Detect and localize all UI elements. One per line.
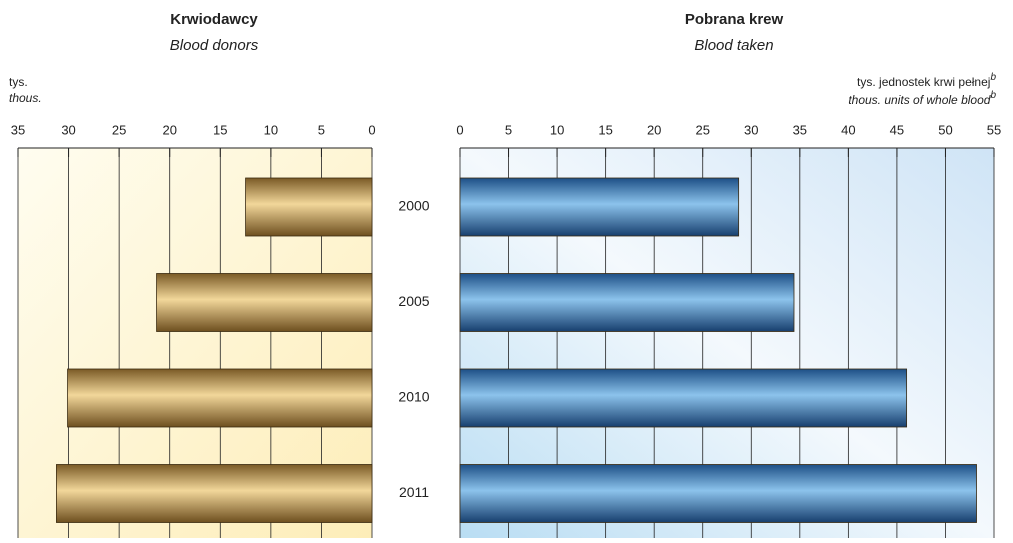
unit-label: tys.: [9, 75, 28, 89]
unit-text: thous. units of whole blood: [848, 93, 990, 107]
unit-text: tys. jednostek krwi pełnej: [857, 75, 990, 89]
bar: [156, 273, 373, 332]
bar: [459, 464, 977, 523]
x-tick-label: 5: [318, 122, 325, 137]
x-tick-label: 50: [938, 122, 952, 137]
x-tick-label: 0: [456, 122, 463, 137]
footnote-marker: b: [990, 72, 996, 83]
x-tick-label: 40: [841, 122, 855, 137]
bar: [459, 368, 908, 428]
x-tick-label: 25: [695, 122, 709, 137]
category-label: 2011: [399, 484, 429, 500]
bar: [67, 368, 373, 428]
bar: [459, 177, 740, 237]
chart-subtitle: Blood donors: [170, 37, 259, 54]
x-tick-label: 35: [11, 122, 25, 137]
x-tick-label: 35: [793, 122, 807, 137]
chart-title: Pobrana krew: [685, 11, 784, 28]
x-tick-label: 10: [264, 122, 278, 137]
x-tick-label: 25: [112, 122, 126, 137]
x-tick-label: 15: [598, 122, 612, 137]
unit-label: thous.: [9, 91, 42, 105]
x-tick-label: 10: [550, 122, 564, 137]
chart-subtitle: Blood taken: [694, 37, 773, 54]
category-label: 2010: [398, 389, 429, 405]
x-tick-label: 5: [505, 122, 512, 137]
bar: [245, 177, 373, 237]
x-tick-label: 45: [890, 122, 904, 137]
unit-label: thous. units of whole bloodb: [848, 90, 996, 108]
chart-title: Krwiodawcy: [170, 11, 258, 28]
x-tick-label: 15: [213, 122, 227, 137]
x-tick-label: 30: [744, 122, 758, 137]
x-tick-label: 20: [162, 122, 176, 137]
category-label: 2000: [398, 198, 429, 214]
bar: [56, 464, 373, 523]
x-tick-label: 55: [987, 122, 1001, 137]
footnote-marker: b: [990, 90, 996, 101]
x-tick-label: 0: [368, 122, 375, 137]
bar: [459, 273, 795, 332]
unit-label: tys. jednostek krwi pełnejb: [857, 72, 996, 90]
category-label: 2005: [398, 293, 429, 309]
x-tick-label: 20: [647, 122, 661, 137]
x-tick-label: 30: [61, 122, 75, 137]
